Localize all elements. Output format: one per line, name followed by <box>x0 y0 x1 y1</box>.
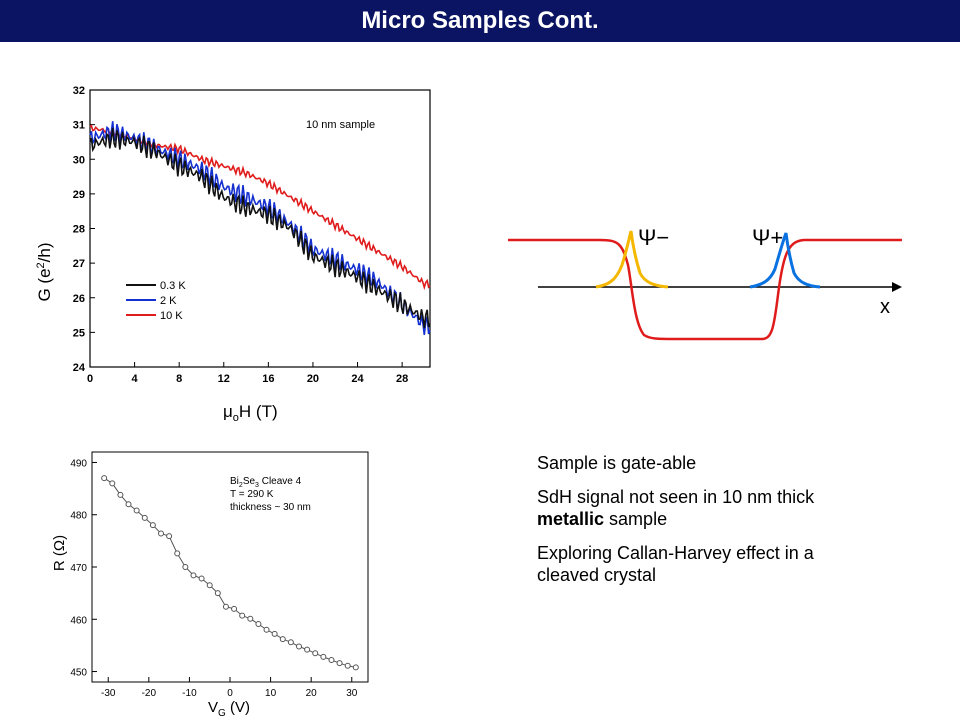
resistance-y-label: R (Ω) <box>51 535 68 571</box>
x-tick-label: 10 <box>265 688 277 699</box>
data-point <box>344 662 351 669</box>
y-tick-label: 31 <box>73 120 85 132</box>
data-point <box>271 630 278 637</box>
data-point <box>304 646 311 653</box>
data-point <box>328 657 335 664</box>
data-point <box>336 660 343 667</box>
data-point <box>214 590 221 597</box>
data-point <box>117 491 124 498</box>
y-tick-label: 490 <box>70 458 87 469</box>
edge-state-diagram: Ψ− Ψ+ x <box>508 225 902 341</box>
x-tick-label: 8 <box>176 373 182 385</box>
x-tick-label: 0 <box>227 688 233 699</box>
x-tick-label: 20 <box>306 688 318 699</box>
resistance-x-label: VG (V) <box>208 699 250 719</box>
legend-label: 2 K <box>160 295 177 307</box>
x-tick-label: 0 <box>87 373 93 385</box>
resistance-annotation-line2: T = 290 K <box>230 489 274 500</box>
data-point <box>287 639 294 646</box>
bullet-sdh-signal: SdH signal not seen in 10 nm thick metal… <box>537 487 815 529</box>
data-point <box>320 653 327 660</box>
data-point <box>125 501 132 508</box>
data-point <box>182 564 189 570</box>
x-tick-label: 4 <box>132 373 139 385</box>
bullet-callan-harvey: Exploring Callan-Harvey effect in a clea… <box>537 543 814 585</box>
x-tick-label: 28 <box>396 373 408 385</box>
x-tick-label: -20 <box>142 688 157 699</box>
legend-label: 0.3 K <box>160 280 186 292</box>
y-tick-label: 25 <box>73 327 85 339</box>
data-point <box>279 636 286 643</box>
data-point <box>263 626 270 633</box>
data-point <box>247 615 254 622</box>
psi-minus-label: Ψ− <box>638 225 669 250</box>
data-point <box>133 507 140 514</box>
x-tick-label: -10 <box>182 688 197 699</box>
y-tick-label: 26 <box>73 293 85 305</box>
slide-title: Micro Samples Cont. <box>0 0 960 42</box>
data-point <box>198 575 205 582</box>
y-tick-label: 32 <box>73 85 85 97</box>
data-point <box>312 650 319 657</box>
psi-minus-wavefunction <box>595 230 669 289</box>
y-tick-label: 450 <box>70 668 87 679</box>
resistance-annotation-line3: thickness ~ 30 nm <box>230 502 311 513</box>
resistance-annotation-line1: Bi2Se3 Cleave 4 <box>230 476 302 489</box>
y-tick-label: 480 <box>70 511 87 522</box>
plot-frame <box>89 89 431 368</box>
data-point <box>352 664 359 671</box>
y-tick-label: 28 <box>73 224 85 236</box>
data-point <box>141 514 148 521</box>
data-point <box>296 643 302 650</box>
y-tick-label: 30 <box>73 154 85 166</box>
x-axis-arrowhead <box>892 282 902 292</box>
data-point <box>222 603 229 610</box>
series-line-0.3K <box>89 127 431 329</box>
legend-label: 10 K <box>160 310 183 322</box>
series-line-2K <box>89 121 431 335</box>
data-point <box>149 522 156 529</box>
potential-profile-line <box>508 238 902 341</box>
data-point <box>109 480 116 487</box>
psi-plus-label: Ψ+ <box>752 225 783 250</box>
x-tick-label: 12 <box>218 373 230 385</box>
x-tick-label: -30 <box>101 688 116 699</box>
data-point <box>206 582 213 589</box>
y-tick-label: 24 <box>73 362 86 374</box>
y-tick-label: 460 <box>70 615 87 626</box>
bullet-gateable: Sample is gate-able <box>537 453 697 473</box>
x-label: x <box>880 296 890 318</box>
x-tick-label: 16 <box>262 373 274 385</box>
data-point <box>255 620 262 627</box>
data-point <box>101 475 108 482</box>
bullet-list: Sample is gate-able SdH signal not seen … <box>537 452 857 598</box>
data-point <box>239 612 246 619</box>
y-tick-label: 27 <box>73 258 85 270</box>
data-point <box>166 533 173 540</box>
conductance-chart: 0 4 8 12 16 20 24 28 24 25 26 27 28 29 30 31 32 10 nm sa… <box>35 85 431 422</box>
metallic-emphasis: metallic <box>537 509 605 529</box>
x-tick-label: 20 <box>307 373 319 385</box>
data-point <box>174 550 181 557</box>
conductance-annotation: 10 nm sample <box>306 119 375 131</box>
conductance-y-label: G (e2/h) <box>35 242 54 301</box>
psi-plus-wavefunction <box>749 232 821 289</box>
conductance-legend: 0.3 K 2 K 10 K <box>126 280 186 322</box>
x-tick-label: 30 <box>346 688 358 699</box>
y-tick-label: 470 <box>70 563 87 574</box>
x-tick-label: 24 <box>351 373 364 385</box>
conductance-x-label: μoH (T) <box>223 402 278 422</box>
data-point <box>190 572 197 579</box>
resistance-chart: -30 -20 -10 0 10 20 30 450 460 470 480 490 Bi2Se3 C… <box>51 451 369 719</box>
data-point <box>231 605 238 612</box>
y-tick-label: 29 <box>73 189 85 201</box>
data-point <box>158 530 164 537</box>
